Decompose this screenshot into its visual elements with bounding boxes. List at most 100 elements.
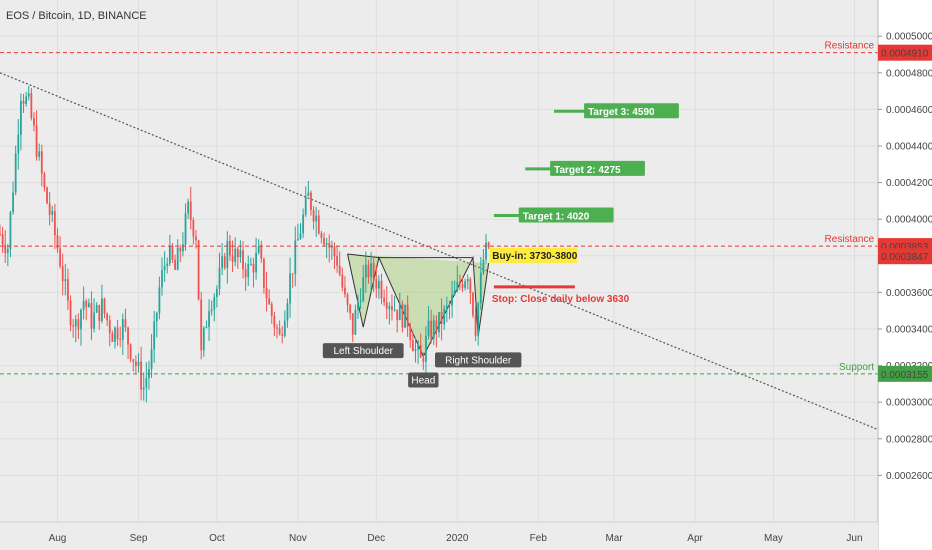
y-tick-label: 0.0005000: [886, 32, 932, 43]
price-axis-panel[interactable]: [878, 0, 932, 550]
y-tick-label: 0.0002800: [886, 434, 932, 445]
candle-body: [409, 326, 412, 340]
candle-body: [82, 300, 85, 310]
candle-body: [336, 256, 338, 266]
candle-body: [137, 361, 140, 366]
candle-body: [323, 237, 325, 245]
candle-body: [231, 255, 234, 262]
levels-layer: Resistance Resistance Support: [0, 41, 878, 375]
candle-body: [234, 248, 237, 262]
candle-body: [364, 264, 367, 278]
target-label-bg: [518, 207, 614, 223]
x-tick-label: Mar: [605, 533, 623, 544]
candle-body: [145, 378, 148, 388]
pattern-label-bg: [322, 343, 404, 359]
candle-body: [38, 151, 41, 157]
candle-body: [482, 259, 485, 273]
candle-body: [474, 315, 477, 336]
candle-body: [341, 274, 344, 288]
trend-line-layer: [0, 72, 879, 431]
candle-body: [252, 263, 255, 273]
candle-body: [391, 306, 393, 311]
candle-body: [1, 234, 4, 245]
candle-body: [333, 246, 336, 257]
candle-body: [27, 93, 30, 97]
candle-body: [487, 242, 490, 248]
candle-body: [404, 304, 406, 328]
candle-body: [411, 339, 414, 352]
candle-body: [35, 125, 38, 157]
candle-body: [349, 304, 352, 314]
candle-body: [325, 242, 328, 245]
y-tick-label: 0.0003000: [886, 398, 932, 409]
candle-body: [351, 313, 354, 335]
candle-body: [48, 203, 51, 215]
x-tick-label: Dec: [367, 533, 385, 544]
price-tag-bg: [878, 44, 932, 61]
candle-body: [286, 303, 289, 321]
candle-body: [432, 320, 435, 339]
candle-body: [249, 263, 252, 265]
time-axis-panel[interactable]: [0, 522, 878, 550]
candle-body: [108, 320, 111, 334]
candle-body: [461, 284, 464, 288]
x-tick-label: 2020: [446, 533, 469, 544]
pattern-label: Left Shoulder: [333, 346, 393, 357]
candle-body: [257, 246, 260, 253]
x-tick-label: Oct: [209, 533, 225, 544]
candle-body: [268, 298, 271, 305]
candle-body: [182, 244, 184, 252]
candle-body: [456, 281, 459, 291]
current-price-tag-label: 0.0003847: [881, 252, 929, 263]
candle-body: [168, 245, 171, 264]
candle-body: [278, 328, 281, 335]
candle-body: [229, 240, 231, 256]
candle-body: [17, 134, 20, 154]
candle-body: [121, 319, 124, 340]
candle-body: [53, 211, 56, 236]
candle-body: [166, 263, 169, 266]
candle-body: [479, 272, 482, 304]
candle-body: [153, 321, 156, 350]
candle-body: [200, 299, 203, 351]
y-tick-label: 0.0004600: [886, 105, 932, 116]
candle-body: [265, 287, 268, 299]
candle-body: [451, 294, 453, 306]
candle-body: [260, 246, 263, 259]
candle-body: [61, 266, 64, 282]
price-tag-label: 0.0004910: [881, 49, 929, 60]
candle-body: [142, 387, 145, 390]
price-tag-bg: [878, 365, 932, 382]
target-label: Target 3: 4590: [588, 107, 655, 118]
pattern-fill: [347, 253, 489, 357]
candle-body: [419, 344, 422, 358]
candle-body: [406, 304, 409, 327]
candle-body: [283, 320, 286, 336]
candle-body: [98, 304, 101, 321]
pattern-label: Head: [411, 375, 435, 386]
candle-body: [312, 210, 315, 222]
candle-body: [315, 215, 318, 222]
candle-body: [430, 320, 433, 339]
candle-body: [67, 279, 69, 301]
candle-body: [150, 349, 153, 369]
y-tick-label: 0.0004800: [886, 68, 932, 79]
candle-body: [359, 301, 362, 303]
candle-body: [367, 264, 370, 278]
x-tick-label: Jun: [846, 533, 862, 544]
target-label: Target 2: 4275: [554, 165, 621, 176]
candle-body: [401, 303, 404, 328]
candle-body: [438, 311, 440, 333]
candle-body: [448, 305, 451, 307]
candle-body: [111, 333, 114, 342]
candle-body: [12, 192, 14, 213]
x-tick-label: Aug: [49, 533, 67, 544]
x-axis-ticks: Aug Sep Oct Nov Dec 2020 Feb Mar Apr May Jun: [49, 533, 863, 544]
candle-body: [208, 311, 210, 327]
candle-body: [74, 319, 77, 327]
candle-body: [46, 187, 48, 204]
candle-body: [422, 357, 425, 362]
candle-body: [372, 263, 375, 280]
candle-body: [244, 269, 247, 278]
